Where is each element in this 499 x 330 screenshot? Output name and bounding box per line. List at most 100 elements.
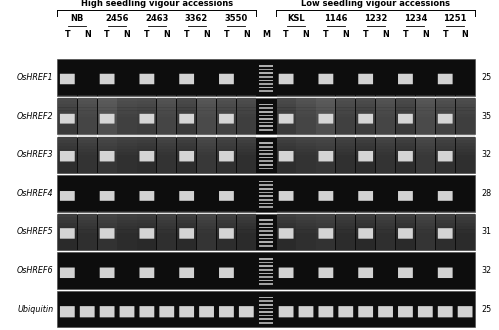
Bar: [78, 104, 97, 107]
Bar: [58, 223, 77, 226]
Bar: [137, 230, 156, 233]
FancyBboxPatch shape: [100, 306, 114, 317]
Bar: [276, 233, 295, 236]
Bar: [336, 149, 355, 152]
Bar: [296, 98, 315, 101]
Text: T: T: [104, 30, 110, 39]
Bar: [456, 230, 475, 233]
Bar: [157, 140, 176, 143]
Bar: [296, 214, 315, 250]
Bar: [137, 214, 156, 250]
Text: N: N: [203, 30, 210, 39]
Bar: [259, 262, 273, 263]
FancyBboxPatch shape: [279, 114, 293, 123]
Bar: [78, 137, 97, 173]
Bar: [436, 134, 455, 137]
Bar: [376, 214, 395, 250]
Bar: [117, 137, 137, 173]
Bar: [137, 134, 156, 137]
Bar: [137, 233, 156, 236]
Bar: [98, 226, 117, 229]
Bar: [117, 214, 137, 217]
Bar: [296, 223, 315, 226]
Bar: [356, 223, 375, 226]
Bar: [78, 152, 97, 155]
Bar: [416, 214, 435, 250]
Bar: [316, 214, 335, 250]
Bar: [396, 140, 415, 143]
Text: OsHREF3: OsHREF3: [17, 150, 53, 159]
Bar: [58, 217, 77, 220]
Bar: [117, 114, 137, 117]
Bar: [276, 95, 295, 98]
Bar: [356, 104, 375, 107]
Bar: [316, 149, 335, 152]
Bar: [276, 117, 295, 120]
Bar: [237, 220, 256, 223]
FancyBboxPatch shape: [358, 191, 373, 201]
Bar: [336, 233, 355, 236]
Bar: [296, 98, 315, 134]
Bar: [336, 117, 355, 120]
Bar: [416, 152, 435, 155]
FancyBboxPatch shape: [199, 306, 214, 317]
Bar: [316, 95, 335, 98]
Bar: [157, 134, 176, 137]
Bar: [296, 95, 315, 98]
FancyBboxPatch shape: [140, 268, 154, 278]
Text: OsHREF6: OsHREF6: [17, 266, 53, 275]
Text: OsHREF4: OsHREF4: [17, 189, 53, 198]
Bar: [259, 206, 273, 208]
Text: 25: 25: [481, 73, 492, 82]
Bar: [296, 230, 315, 233]
FancyBboxPatch shape: [378, 306, 393, 317]
Bar: [276, 137, 295, 140]
Bar: [259, 276, 273, 278]
Bar: [259, 192, 273, 193]
Bar: [316, 101, 335, 104]
Bar: [356, 214, 375, 217]
Bar: [217, 108, 236, 111]
Bar: [58, 214, 77, 217]
Bar: [117, 98, 137, 134]
Bar: [436, 101, 455, 104]
Bar: [336, 134, 355, 137]
Bar: [98, 95, 117, 98]
Bar: [117, 233, 137, 236]
Bar: [316, 98, 335, 134]
Bar: [259, 308, 273, 309]
Bar: [157, 101, 176, 104]
Bar: [217, 98, 236, 101]
Bar: [259, 129, 273, 131]
Text: T: T: [403, 30, 408, 39]
Bar: [296, 101, 315, 104]
Bar: [296, 108, 315, 111]
Bar: [436, 223, 455, 226]
Bar: [217, 152, 236, 155]
Bar: [396, 149, 415, 152]
Bar: [356, 117, 375, 120]
FancyBboxPatch shape: [398, 268, 413, 278]
Bar: [259, 265, 273, 267]
Bar: [259, 300, 273, 302]
Text: T: T: [283, 30, 289, 39]
Bar: [137, 114, 156, 117]
Bar: [356, 101, 375, 104]
Bar: [157, 223, 176, 226]
Bar: [237, 108, 256, 111]
Bar: [456, 111, 475, 114]
Bar: [98, 101, 117, 104]
Bar: [177, 155, 196, 158]
Bar: [58, 211, 77, 214]
Bar: [157, 137, 176, 140]
FancyBboxPatch shape: [100, 74, 114, 84]
Bar: [336, 211, 355, 214]
Bar: [356, 220, 375, 223]
FancyBboxPatch shape: [179, 74, 194, 84]
FancyBboxPatch shape: [318, 74, 333, 84]
Bar: [237, 149, 256, 152]
Bar: [436, 149, 455, 152]
Bar: [416, 140, 435, 143]
Bar: [137, 211, 156, 214]
Bar: [259, 104, 273, 105]
